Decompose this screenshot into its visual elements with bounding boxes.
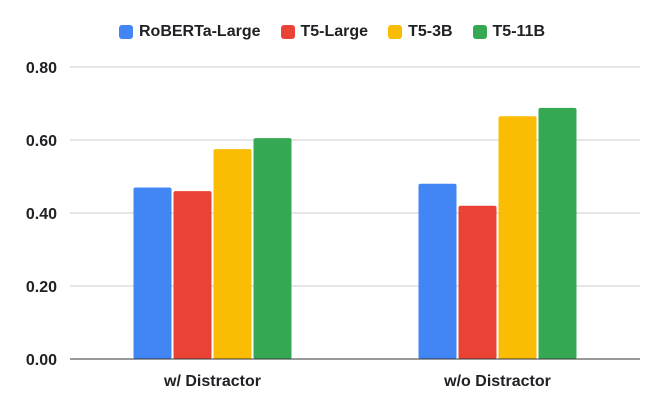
legend-label: T5-Large: [300, 23, 369, 40]
x-category-label: w/ Distractor: [163, 373, 261, 390]
legend: RoBERTa-Large T5-Large T5-3B T5-11B: [0, 20, 664, 44]
legend-label: T5-3B: [408, 23, 453, 40]
y-axis-ticks: 0.00 0.20 0.40 0.60 0.80: [26, 60, 57, 369]
bar: [458, 205, 497, 359]
y-tick-label: 0.00: [26, 352, 57, 369]
legend-item-t5-large: T5-Large: [280, 23, 369, 41]
bar: [538, 107, 577, 359]
legend-item-t5-11b: T5-11B: [472, 23, 545, 41]
legend-label: RoBERTa-Large: [139, 23, 261, 40]
x-axis-labels: w/ Distractor w/o Distractor: [163, 373, 551, 390]
y-tick-label: 0.80: [26, 60, 57, 77]
legend-swatch: [388, 25, 403, 39]
y-tick-label: 0.20: [26, 279, 57, 296]
bar: [418, 183, 457, 359]
legend-label: T5-11B: [492, 23, 545, 40]
bars: [133, 107, 577, 360]
y-tick-label: 0.40: [26, 206, 57, 223]
legend-item-roberta-large: RoBERTa-Large: [119, 23, 261, 41]
bar: [498, 116, 537, 360]
legend-swatch: [472, 25, 487, 39]
bar: [133, 187, 172, 359]
bar: [253, 138, 292, 359]
legend-item-t5-3b: T5-3B: [388, 23, 453, 41]
bar: [173, 191, 212, 359]
bar: [213, 149, 252, 359]
y-tick-label: 0.60: [26, 133, 57, 150]
x-category-label: w/o Distractor: [443, 373, 551, 390]
legend-swatch: [280, 25, 295, 39]
legend-swatch: [119, 25, 133, 39]
